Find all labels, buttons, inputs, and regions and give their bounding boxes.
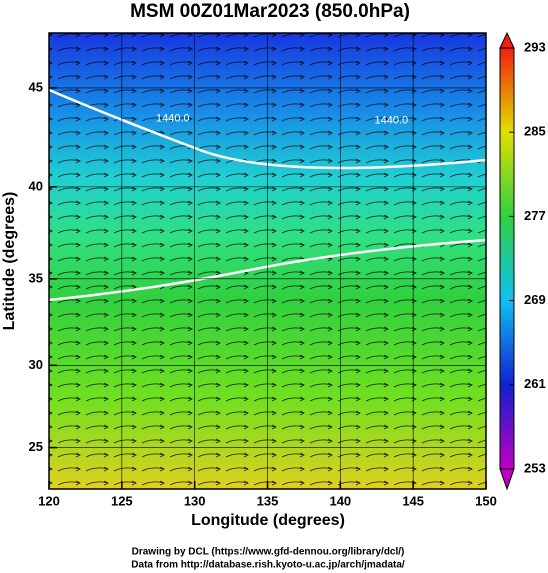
colorbar — [499, 47, 515, 470]
colorbar-tick-label: 293 — [524, 39, 546, 54]
contour-line — [48, 238, 487, 302]
x-tick-label: 120 — [38, 493, 60, 508]
contour-line — [48, 88, 487, 170]
footer-line: Drawing by DCL (https://www.gfd-dennou.o… — [132, 547, 405, 558]
y-axis-label: Latitude (degrees) — [1, 192, 18, 331]
x-tick-label: 135 — [257, 493, 279, 508]
x-tick-label: 130 — [184, 493, 206, 508]
colorbar-tick-label: 285 — [524, 124, 546, 139]
x-tick-label: 145 — [402, 493, 424, 508]
footer-line: Data from http://database.rish.kyoto-u.a… — [131, 560, 405, 571]
y-tick-label: 25 — [29, 439, 43, 454]
colorbar-tick-label: 261 — [524, 376, 546, 391]
plot-frame — [48, 32, 487, 490]
contour-label: 1440.0 — [156, 112, 190, 124]
x-tick-label: 150 — [475, 493, 497, 508]
y-tick-label: 40 — [29, 178, 43, 193]
colorbar-tick-label: 277 — [524, 208, 546, 223]
colorbar-tick-label: 269 — [524, 292, 546, 307]
colorbar-tick-label: 253 — [524, 460, 546, 475]
colorbar-bottom — [499, 468, 515, 491]
y-tick-label: 30 — [29, 357, 43, 372]
chart-title: MSM 00Z01Mar2023 (850.0hPa) — [130, 1, 410, 22]
contour-label: 1440.0 — [374, 114, 408, 126]
colorbar-top — [499, 31, 515, 49]
x-axis-label: Longitude (degrees) — [191, 512, 345, 529]
x-tick-label: 140 — [329, 493, 351, 508]
x-tick-label: 125 — [111, 493, 133, 508]
y-tick-label: 35 — [29, 270, 43, 285]
y-tick-label: 45 — [29, 79, 43, 94]
